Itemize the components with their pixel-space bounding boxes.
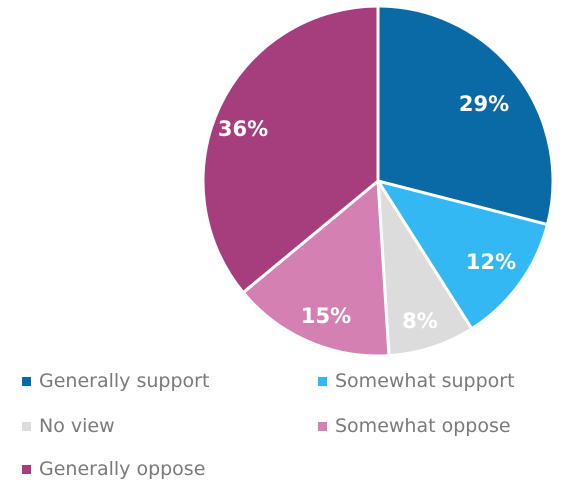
data-label: 36% [218,117,268,141]
legend-item-somewhat-oppose: Somewhat oppose [318,411,511,441]
data-label: 15% [301,304,351,328]
pie-chart: 29% 12% 8% 15% 36% [201,4,555,358]
legend-label: Generally support [39,370,210,392]
data-label: 8% [402,309,438,333]
pie-slice-generally-support [376,4,555,227]
legend-label: Generally oppose [39,458,206,480]
pie-slice-somewhat-support [376,179,549,331]
legend-swatch [22,421,31,431]
legend-label: Somewhat oppose [335,415,511,437]
legend-swatch [318,421,327,431]
legend-swatch [22,376,31,386]
data-label: 29% [459,92,509,116]
pie-slice-somewhat-oppose [241,179,391,358]
pie-slices [201,4,555,358]
data-label: 12% [466,250,516,274]
legend-item-generally-support: Generally support [22,366,209,396]
legend-label: Somewhat support [335,370,515,392]
legend-swatch [318,376,327,386]
legend-label: No view [39,415,115,437]
pie-slice-generally-oppose [201,4,380,295]
legend-item-somewhat-support: Somewhat support [318,366,515,396]
legend-item-no-view: No view [22,411,115,441]
legend-swatch [22,464,31,474]
legend-item-generally-oppose: Generally oppose [22,454,205,484]
pie-labels: 29% 12% 8% 15% 36% [218,92,516,333]
